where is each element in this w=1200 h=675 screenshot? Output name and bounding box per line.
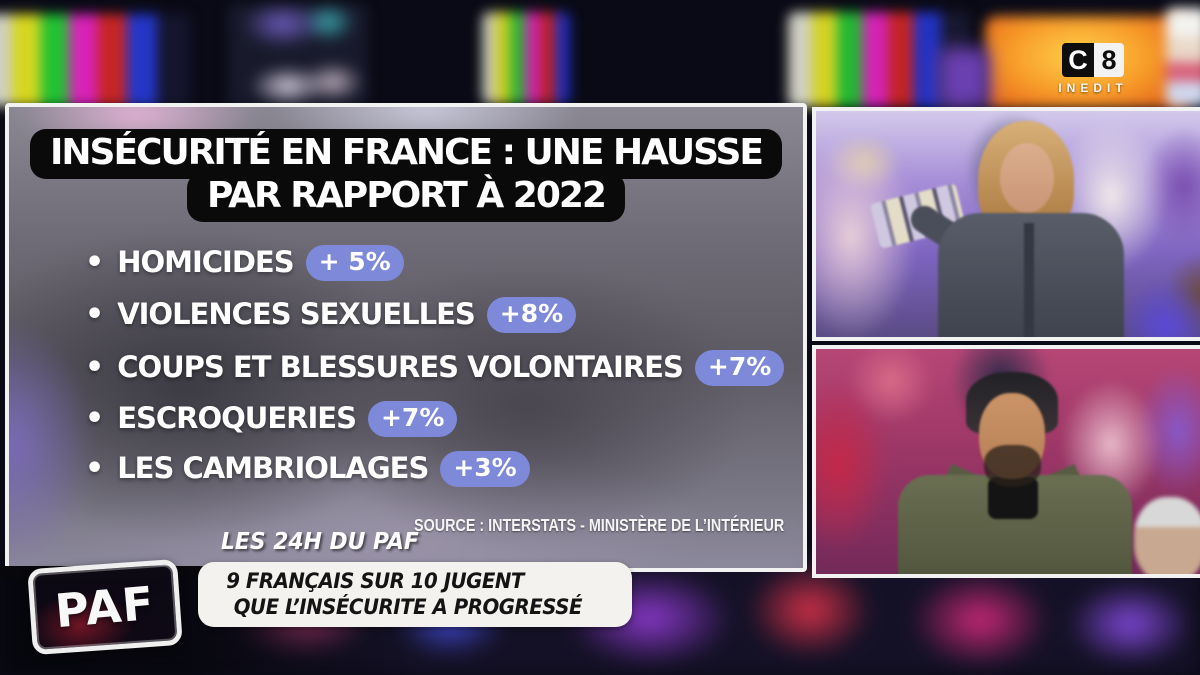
stat-value-badge: +3% bbox=[440, 451, 530, 487]
guest-beard bbox=[984, 445, 1041, 487]
monitor-paf-screen bbox=[228, 4, 368, 106]
c8-logo-boxes: C 8 bbox=[1058, 43, 1128, 77]
stat-label: COUPS ET BLESSURES VOLONTAIRES bbox=[117, 350, 684, 384]
monitor-colorbars-left bbox=[0, 14, 190, 106]
program-label: LES 24H DU PAF bbox=[221, 529, 419, 555]
stat-label: ESCROQUERIES bbox=[117, 401, 357, 435]
stat-value-badge: + 5% bbox=[305, 245, 404, 281]
channel-tagline: INEDIT bbox=[1058, 81, 1128, 95]
presenter-face bbox=[1000, 143, 1054, 213]
paf-logo: PAF bbox=[27, 558, 183, 656]
source-credit: SOURCE : INTERSTATS - MINISTÈRE DE L’INT… bbox=[414, 515, 785, 535]
stat-label: LES CAMBRIOLAGES bbox=[117, 451, 429, 485]
c8-letter-c: C bbox=[1062, 43, 1094, 77]
audience-member-elder bbox=[1134, 497, 1200, 574]
studio-cam-top bbox=[812, 107, 1200, 341]
studio-cam-bottom bbox=[812, 345, 1200, 578]
channel-logo: C 8 INEDIT bbox=[1058, 43, 1128, 95]
headline-line-2: PAR RAPPORT À 2022 bbox=[187, 172, 625, 222]
bullet-icon: • bbox=[85, 350, 104, 385]
monitor-colorbars-mid bbox=[482, 12, 570, 104]
infographic-panel: INSÉCURITÉ EN FRANCE : UNE HAUSSE PAR RA… bbox=[5, 103, 807, 572]
paf-logo-text: PAF bbox=[53, 575, 157, 639]
stat-row-homicides: • HOMICIDES + 5% bbox=[85, 245, 404, 283]
stat-value-badge: +7% bbox=[694, 350, 785, 386]
stat-label: HOMICIDES bbox=[117, 245, 294, 279]
stat-value-badge: +7% bbox=[367, 401, 458, 437]
bullet-icon: • bbox=[85, 451, 104, 486]
bullet-icon: • bbox=[85, 297, 104, 332]
shirt-placket bbox=[1024, 223, 1034, 337]
banner-line-1: 9 FRANÇAIS SUR 10 JUGENT bbox=[226, 569, 524, 593]
control-room-background bbox=[0, 0, 1200, 115]
stat-value-badge: +8% bbox=[486, 297, 577, 333]
lower-third-banner: 9 FRANÇAIS SUR 10 JUGENT QUE L’INSÉCURIT… bbox=[198, 562, 632, 627]
stat-row-coups-blessures: • COUPS ET BLESSURES VOLONTAIRES +7% bbox=[85, 350, 785, 388]
headline: INSÉCURITÉ EN FRANCE : UNE HAUSSE PAR RA… bbox=[9, 129, 803, 222]
bullet-icon: • bbox=[85, 245, 104, 280]
bullet-icon: • bbox=[85, 401, 104, 436]
stat-label: VIOLENCES SEXUELLES bbox=[117, 297, 476, 331]
stat-row-violences-sexuelles: • VIOLENCES SEXUELLES +8% bbox=[85, 297, 577, 335]
monitor-bright-edge bbox=[1166, 8, 1200, 106]
stat-row-escroqueries: • ESCROQUERIES +7% bbox=[85, 401, 458, 439]
banner-line-2: QUE L’INSÉCURITE A PROGRESSÉ bbox=[233, 595, 583, 619]
stat-row-cambriolages: • LES CAMBRIOLAGES +3% bbox=[85, 451, 530, 489]
headline-line-1: INSÉCURITÉ EN FRANCE : UNE HAUSSE bbox=[30, 129, 782, 179]
c8-digit-8: 8 bbox=[1094, 43, 1124, 77]
purple-light-blob bbox=[938, 48, 990, 108]
